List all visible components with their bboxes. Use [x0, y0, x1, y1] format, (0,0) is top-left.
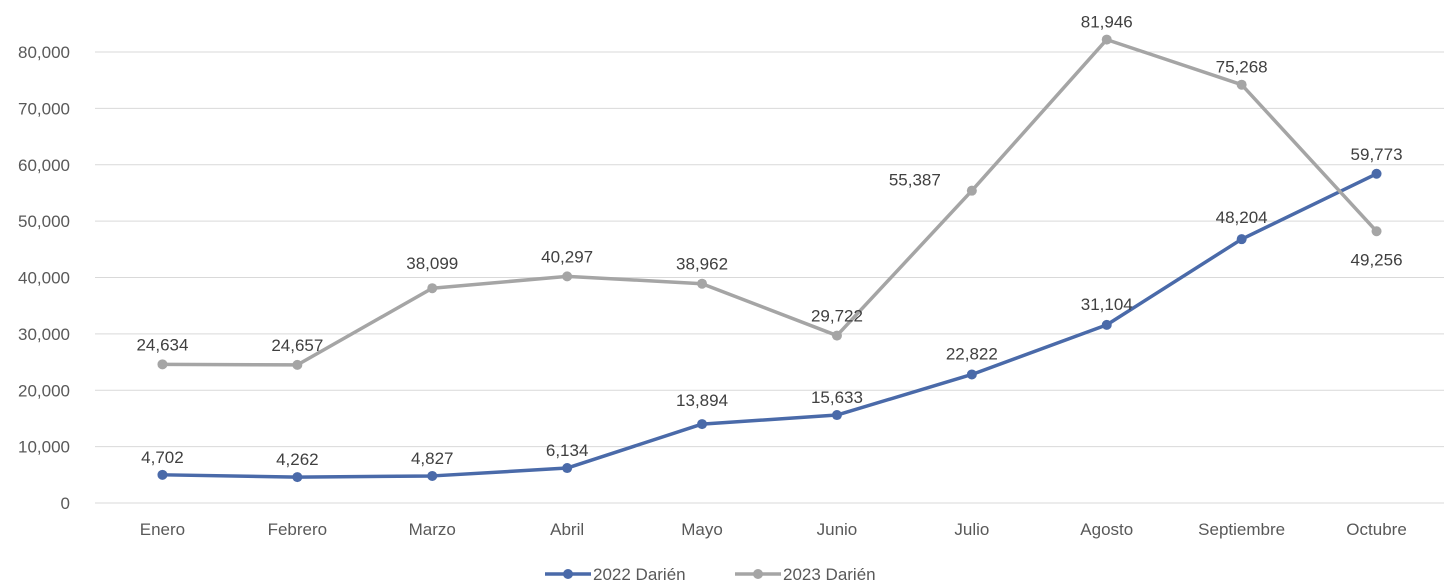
data-label: 4,702 — [141, 448, 184, 467]
y-tick-label: 60,000 — [18, 156, 70, 175]
legend-label: 2022 Darién — [593, 565, 686, 584]
data-point — [966, 185, 977, 196]
x-tick-label: Febrero — [268, 520, 328, 539]
data-point — [1236, 79, 1247, 90]
data-point — [427, 470, 438, 481]
x-tick-label: Mayo — [681, 520, 723, 539]
data-label: 31,104 — [1081, 295, 1133, 314]
data-point — [1371, 168, 1382, 179]
x-tick-label: Abril — [550, 520, 584, 539]
data-point — [1101, 34, 1112, 45]
data-labels: 4,702 4,262 4,827 6,134 13,894 15,633 22,822 31… — [136, 13, 1402, 469]
data-label: 13,894 — [676, 391, 728, 410]
data-point — [562, 271, 573, 282]
data-label: 15,633 — [811, 388, 863, 407]
data-point — [157, 359, 168, 370]
data-label: 6,134 — [546, 441, 589, 460]
data-label: 48,204 — [1216, 208, 1268, 227]
data-label: 24,657 — [271, 336, 323, 355]
data-label: 22,822 — [946, 344, 998, 363]
data-point — [157, 469, 168, 480]
x-tick-label: Enero — [140, 520, 185, 539]
legend-marker — [753, 569, 763, 579]
data-point — [1101, 319, 1112, 330]
data-label: 29,722 — [811, 307, 863, 326]
x-tick-label: Marzo — [409, 520, 456, 539]
data-label: 55,387 — [889, 171, 941, 190]
y-tick-label: 10,000 — [18, 438, 70, 457]
legend: 2022 Darién 2023 Darién — [545, 565, 876, 584]
data-label: 40,297 — [541, 247, 593, 266]
data-label: 24,634 — [136, 335, 188, 354]
y-tick-label: 70,000 — [18, 99, 70, 118]
legend-marker — [563, 569, 573, 579]
series-line — [160, 172, 1379, 479]
data-label: 75,268 — [1216, 58, 1268, 77]
series-lines — [157, 34, 1382, 483]
y-tick-label: 40,000 — [18, 269, 70, 288]
data-label: 38,962 — [676, 255, 728, 274]
x-tick-label: Octubre — [1346, 520, 1406, 539]
x-tick-label: Agosto — [1080, 520, 1133, 539]
data-label: 49,256 — [1351, 250, 1403, 269]
data-point — [831, 410, 842, 421]
data-label: 81,946 — [1081, 13, 1133, 32]
y-tick-label: 50,000 — [18, 212, 70, 231]
data-label: 38,099 — [406, 254, 458, 273]
grid-lines — [95, 51, 1444, 504]
data-point — [966, 369, 977, 380]
legend-label: 2023 Darién — [783, 565, 876, 584]
data-label: 4,827 — [411, 449, 454, 468]
x-tick-label: Julio — [954, 520, 989, 539]
data-point — [292, 472, 303, 483]
x-tick-label: Junio — [817, 520, 858, 539]
data-point — [697, 278, 708, 289]
data-point — [1371, 226, 1382, 237]
data-point — [562, 463, 573, 474]
data-point — [831, 330, 842, 341]
y-tick-label: 20,000 — [18, 381, 70, 400]
data-label: 4,262 — [276, 450, 319, 469]
data-point — [1236, 234, 1247, 245]
y-tick-label: 0 — [61, 494, 70, 513]
series-line — [160, 37, 1379, 367]
data-point — [427, 283, 438, 294]
x-tick-label: Septiembre — [1198, 520, 1285, 539]
data-point — [697, 419, 708, 430]
axes: 0 10,000 20,000 30,000 40,000 50,000 60,000 70,… — [18, 43, 1407, 539]
y-tick-label: 30,000 — [18, 325, 70, 344]
data-point — [292, 359, 303, 370]
data-label: 59,773 — [1351, 145, 1403, 164]
y-tick-label: 80,000 — [18, 43, 70, 62]
